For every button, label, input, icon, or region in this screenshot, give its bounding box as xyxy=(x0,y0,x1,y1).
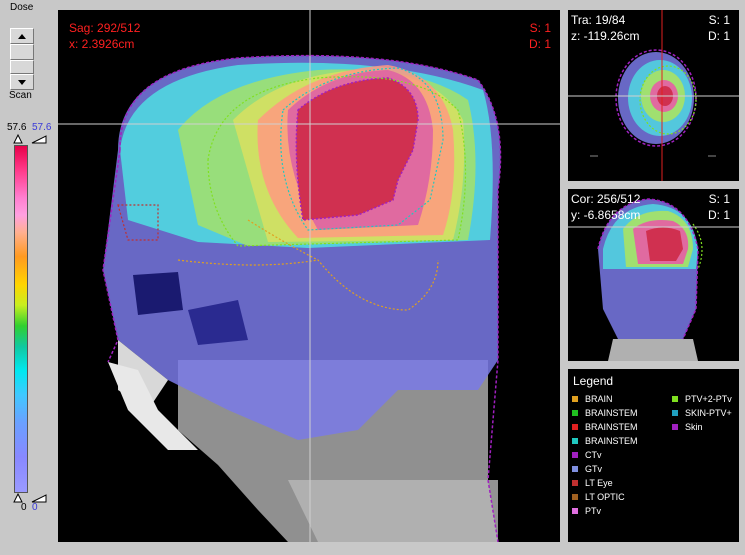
legend-item[interactable]: CTv xyxy=(572,449,602,461)
sagittal-slice-label: Sag: 292/512 xyxy=(69,21,141,35)
legend-item-label: BRAINSTEM xyxy=(585,422,638,432)
dose-min-slider[interactable] xyxy=(12,493,48,503)
legend-swatch xyxy=(572,438,578,444)
dose-max-slider[interactable] xyxy=(12,134,48,144)
legend-item-label: BRAINSTEM xyxy=(585,436,638,446)
legend-item[interactable]: PTV+2-PTv xyxy=(672,393,732,405)
legend-swatch xyxy=(572,452,578,458)
legend-item[interactable]: LT Eye xyxy=(572,477,613,489)
transverse-viewport[interactable]: Tra: 19/84 z: -119.26cm S: 1 D: 1 xyxy=(568,10,739,181)
scroll-down-button[interactable] xyxy=(10,74,34,90)
arrow-down-icon xyxy=(18,79,26,85)
legend-swatch xyxy=(572,480,578,486)
transverse-position-label: z: -119.26cm xyxy=(571,29,640,43)
coronal-position-label: y: -6.8658cm xyxy=(571,208,641,222)
transverse-d-label: D: 1 xyxy=(707,29,730,43)
legend-item-label: CTv xyxy=(585,450,602,460)
scan-toggle-button[interactable] xyxy=(10,44,34,60)
legend-item[interactable]: BRAINSTEM xyxy=(572,421,638,433)
dose-max-value-blue: 57.6 xyxy=(32,122,52,133)
legend-swatch xyxy=(572,424,578,430)
legend-title: Legend xyxy=(573,374,614,388)
transverse-dose-image xyxy=(568,10,739,181)
scan-label: Scan xyxy=(9,90,32,101)
legend-swatch xyxy=(572,410,578,416)
legend-item-label: PTv xyxy=(585,506,602,516)
legend-swatch xyxy=(672,396,678,402)
legend-item[interactable]: BRAIN xyxy=(572,393,613,405)
legend-swatch xyxy=(572,466,578,472)
legend-item[interactable]: BRAINSTEM xyxy=(572,407,638,419)
coronal-s-label: S: 1 xyxy=(708,192,730,206)
sagittal-position-label: x: 2.3926cm xyxy=(69,37,135,51)
legend-swatch xyxy=(572,396,578,402)
legend-item-label: PTV+2-PTv xyxy=(685,394,732,404)
sagittal-s-label: S: 1 xyxy=(529,21,551,35)
legend-item[interactable]: BRAINSTEM xyxy=(572,435,638,447)
legend-item[interactable]: SKIN-PTV+ xyxy=(672,407,732,419)
legend-swatch xyxy=(672,410,678,416)
legend-item-label: BRAINSTEM xyxy=(585,408,638,418)
scroll-up-button[interactable] xyxy=(10,28,34,44)
scan-toggle-button-2[interactable] xyxy=(10,60,34,74)
coronal-d-label: D: 1 xyxy=(707,208,730,222)
transverse-slice-label: Tra: 19/84 xyxy=(571,13,626,27)
legend-swatch xyxy=(572,508,578,514)
sagittal-d-label: D: 1 xyxy=(528,37,551,51)
legend-swatch xyxy=(572,494,578,500)
legend-panel: Legend BRAIN BRAINSTEM BRAINSTEM BRAINST… xyxy=(568,369,739,542)
arrow-up-icon xyxy=(18,33,26,39)
legend-item-label: LT OPTIC xyxy=(585,492,625,502)
coronal-slice-label: Cor: 256/512 xyxy=(571,192,641,206)
legend-item[interactable]: PTv xyxy=(572,505,601,517)
coronal-dose-image xyxy=(568,198,739,361)
transverse-s-label: S: 1 xyxy=(708,13,730,27)
sagittal-dose-image xyxy=(58,10,560,542)
legend-item-label: SKIN-PTV+ xyxy=(685,408,732,418)
legend-item[interactable]: GTv xyxy=(572,463,602,475)
legend-item[interactable]: Skin xyxy=(672,421,703,433)
legend-item[interactable]: LT OPTIC xyxy=(572,491,625,503)
dose-min-value-blue: 0 xyxy=(32,502,38,513)
legend-swatch xyxy=(672,424,678,430)
legend-item-label: GTv xyxy=(585,464,602,474)
legend-item-label: BRAIN xyxy=(585,394,613,404)
sagittal-viewport[interactable]: Sag: 292/512 x: 2.3926cm S: 1 D: 1 xyxy=(58,10,560,542)
dose-label: Dose xyxy=(10,2,34,13)
dose-colorbar[interactable] xyxy=(14,145,28,493)
dose-max-value: 57.6 xyxy=(7,122,27,133)
legend-item-label: LT Eye xyxy=(585,478,613,488)
dose-min-value: 0 xyxy=(21,502,27,513)
legend-item-label: Skin xyxy=(685,422,703,432)
coronal-viewport[interactable]: Cor: 256/512 y: -6.8658cm S: 1 D: 1 xyxy=(568,189,739,361)
